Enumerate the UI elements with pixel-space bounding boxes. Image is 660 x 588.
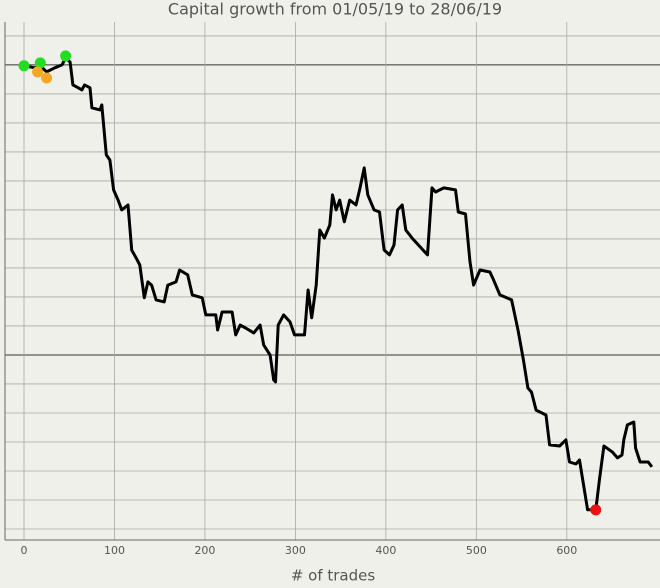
trade-marker: [590, 504, 602, 516]
x-tick-label: 400: [375, 544, 396, 557]
x-tick-label: 200: [194, 544, 215, 557]
x-axis-label: # of trades: [291, 567, 376, 585]
capital-line: [23, 56, 654, 512]
trade-marker: [41, 72, 53, 84]
trade-marker: [60, 50, 72, 62]
x-tick-label: 0: [20, 544, 27, 557]
x-tick-label: 500: [466, 544, 487, 557]
x-tick-label: 100: [104, 544, 125, 557]
trade-marker: [32, 66, 44, 78]
trade-marker: [34, 57, 46, 69]
x-tick-label: 600: [556, 544, 577, 557]
chart-title: Capital growth from 01/05/19 to 28/06/19: [168, 0, 502, 19]
trade-marker: [18, 60, 30, 72]
x-tick-label: 300: [285, 544, 306, 557]
